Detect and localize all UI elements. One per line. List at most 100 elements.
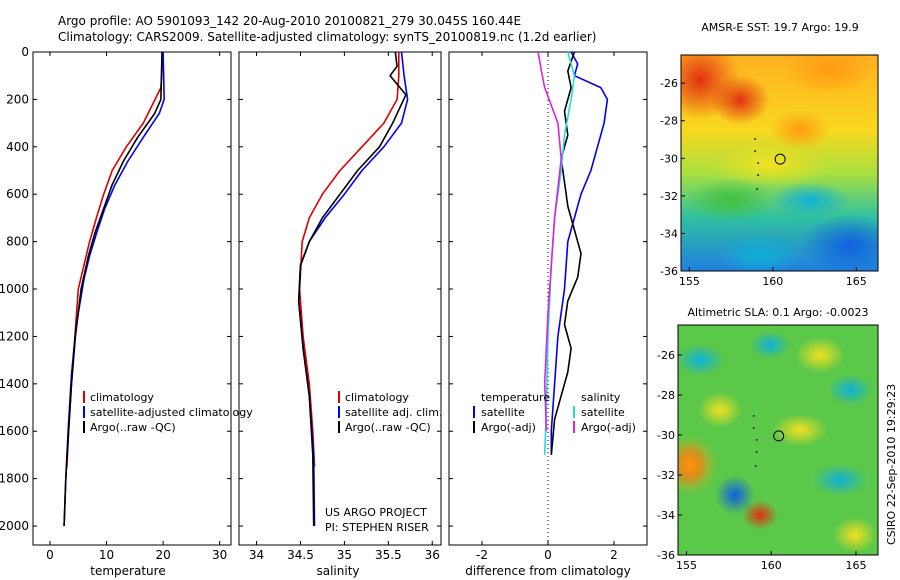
depth-ytick-label: 200 [6, 92, 29, 106]
temperature-legend: climatology satellite-adjusted climatolo… [83, 391, 253, 434]
temperature-xlabel: temperature [90, 564, 165, 578]
sst-warm-patch [710, 75, 770, 125]
sla-low-patch [828, 374, 872, 406]
sst-ytick-label: -36 [660, 265, 678, 278]
sla-low-patch [715, 475, 755, 515]
salinity-xtick-label: 35 [337, 548, 352, 562]
temperature-xtick-label: 0 [46, 548, 54, 562]
depth-ytick-label: 400 [6, 140, 29, 154]
sst-map-axes: 155 160 165 -26 -28 -30 -32 -34 -36 [660, 77, 867, 288]
sst-track-dot [757, 162, 760, 165]
depth-ytick-label: 2000 [0, 519, 29, 533]
legend-label-sal-satellite: satellite [581, 406, 625, 419]
temperature-xtick-label: 20 [155, 548, 170, 562]
difference-plot: -2 0 2 [449, 51, 647, 562]
sst-mid-patch [710, 143, 830, 187]
depth-ytick-label: 1400 [0, 377, 29, 391]
legend-group-temperature: temperature [481, 391, 550, 404]
sla-low-patch [750, 331, 790, 359]
depth-ytick-label: 800 [6, 235, 29, 249]
salinity-xtick-label: 35.5 [375, 548, 402, 562]
difference-legend: temperature salinity satellite Argo(-adj… [473, 391, 636, 434]
legend-label-satellite: satellite-adjusted climatology [90, 406, 253, 419]
sst-warm-patch [770, 110, 830, 150]
sla-xtick-label: 155 [676, 559, 697, 572]
sla-low-patch [812, 464, 868, 496]
sst-cool-patch [685, 178, 775, 222]
sst-xtick-label: 165 [846, 275, 867, 288]
sst-ytick-label: -32 [660, 190, 678, 203]
difference-xtick-label: 0 [544, 548, 552, 562]
salinity-legend: climatology satellite adj. clim. Argo(..… [325, 391, 442, 534]
sla-ytick-label: -26 [657, 349, 675, 362]
depth-ytick-label: 1200 [0, 329, 29, 343]
temperature-xtick-label: 30 [212, 548, 227, 562]
sla-high-patch [678, 435, 718, 495]
sst-xtick-label: 160 [762, 275, 783, 288]
sst-map-frame [680, 54, 879, 272]
sla-map-frame [677, 324, 879, 556]
legend-label-temp-argo: Argo(-adj) [481, 421, 536, 434]
sla-high-patch [742, 500, 778, 530]
legend-label-satellite: satellite adj. clim. [345, 406, 442, 419]
sla-track-dot [752, 427, 755, 429]
sst-track-dot [754, 138, 757, 141]
salinity-panel [238, 51, 442, 546]
sst-track-dot [754, 150, 757, 153]
legend-label-temp-satellite: satellite [481, 406, 525, 419]
sst-xtick-label: 155 [679, 275, 700, 288]
sla-low-patch [678, 344, 724, 376]
sla-xtick-label: 160 [761, 559, 782, 572]
sla-argo-marker [773, 430, 785, 442]
depth-ytick-label: 600 [6, 187, 29, 201]
sst-map-title: AMSR-E SST: 19.7 Argo: 19.9 [701, 21, 859, 34]
sla-map-axes: 155 160 165 -26 -28 -30 -32 -34 -36 [657, 349, 866, 572]
legend-label-argo: Argo(..raw -QC) [90, 421, 176, 434]
difference-series-argo-adj- [537, 51, 563, 432]
sla-ytick-label: -32 [657, 469, 675, 482]
side-credit: CSIRO 22-Sep-2010 19:29:23 [885, 384, 898, 545]
sla-high-patch [698, 392, 742, 428]
salinity-plot: 34 34.5 35 35.5 36 [239, 51, 441, 562]
sst-map [681, 55, 878, 271]
temperature-series-climatology [66, 51, 164, 467]
sla-high-patch [833, 517, 877, 553]
sla-track-dot [752, 415, 755, 417]
pi-credit-line2: PI: STEPHEN RISER [325, 521, 429, 534]
difference-series-satellite [550, 51, 609, 455]
sla-track-dot [754, 465, 757, 467]
sla-ytick-label: -36 [657, 549, 675, 562]
sst-cool-patch [720, 233, 800, 271]
difference-series-argo-adj- [550, 51, 582, 455]
sst-ytick-label: -28 [660, 115, 678, 128]
sla-ytick-label: -30 [657, 429, 675, 442]
depth-ytick-label: 1000 [0, 282, 29, 296]
sst-ytick-label: -34 [660, 227, 678, 240]
sst-warm-patch [785, 55, 875, 95]
sst-cool-patch [800, 215, 878, 271]
legend-label-sal-argo: Argo(-adj) [581, 421, 636, 434]
figure-title-line2: Climatology: CARS2009. Satellite-adjuste… [58, 30, 596, 44]
salinity-series-climatology [298, 52, 400, 467]
difference-xtick-label: -2 [476, 548, 488, 562]
sla-ytick-label: -34 [657, 509, 675, 522]
sla-track-dot [755, 439, 758, 441]
temperature-xtick-label: 10 [99, 548, 114, 562]
sla-ytick-label: -28 [657, 389, 675, 402]
depth-ytick-label: 1600 [0, 424, 29, 438]
pi-credit-line1: US ARGO PROJECT [325, 506, 427, 519]
sst-track-dot [757, 174, 760, 177]
depth-ytick-label: 0 [21, 45, 29, 59]
figure-title-line1: Argo profile: AO 5901093_142 20-Aug-2010… [58, 14, 521, 28]
legend-group-salinity: salinity [581, 391, 621, 404]
sla-high-patch [772, 414, 828, 446]
salinity-xtick-label: 36 [425, 548, 440, 562]
temperature-series-argo-raw-qc- [63, 51, 163, 527]
depth-ytick-label: 1800 [0, 472, 29, 486]
legend-label-argo: Argo(..raw -QC) [345, 421, 431, 434]
sla-map [678, 325, 878, 555]
salinity-xlabel: salinity [316, 564, 359, 578]
salinity-series-satellite-adj-clim- [297, 51, 409, 527]
temperature-plot: 0 10 20 30 0 200 400 600 800 1000 1200 1400 1600 1800… [0, 45, 231, 562]
difference-panel [448, 51, 648, 546]
